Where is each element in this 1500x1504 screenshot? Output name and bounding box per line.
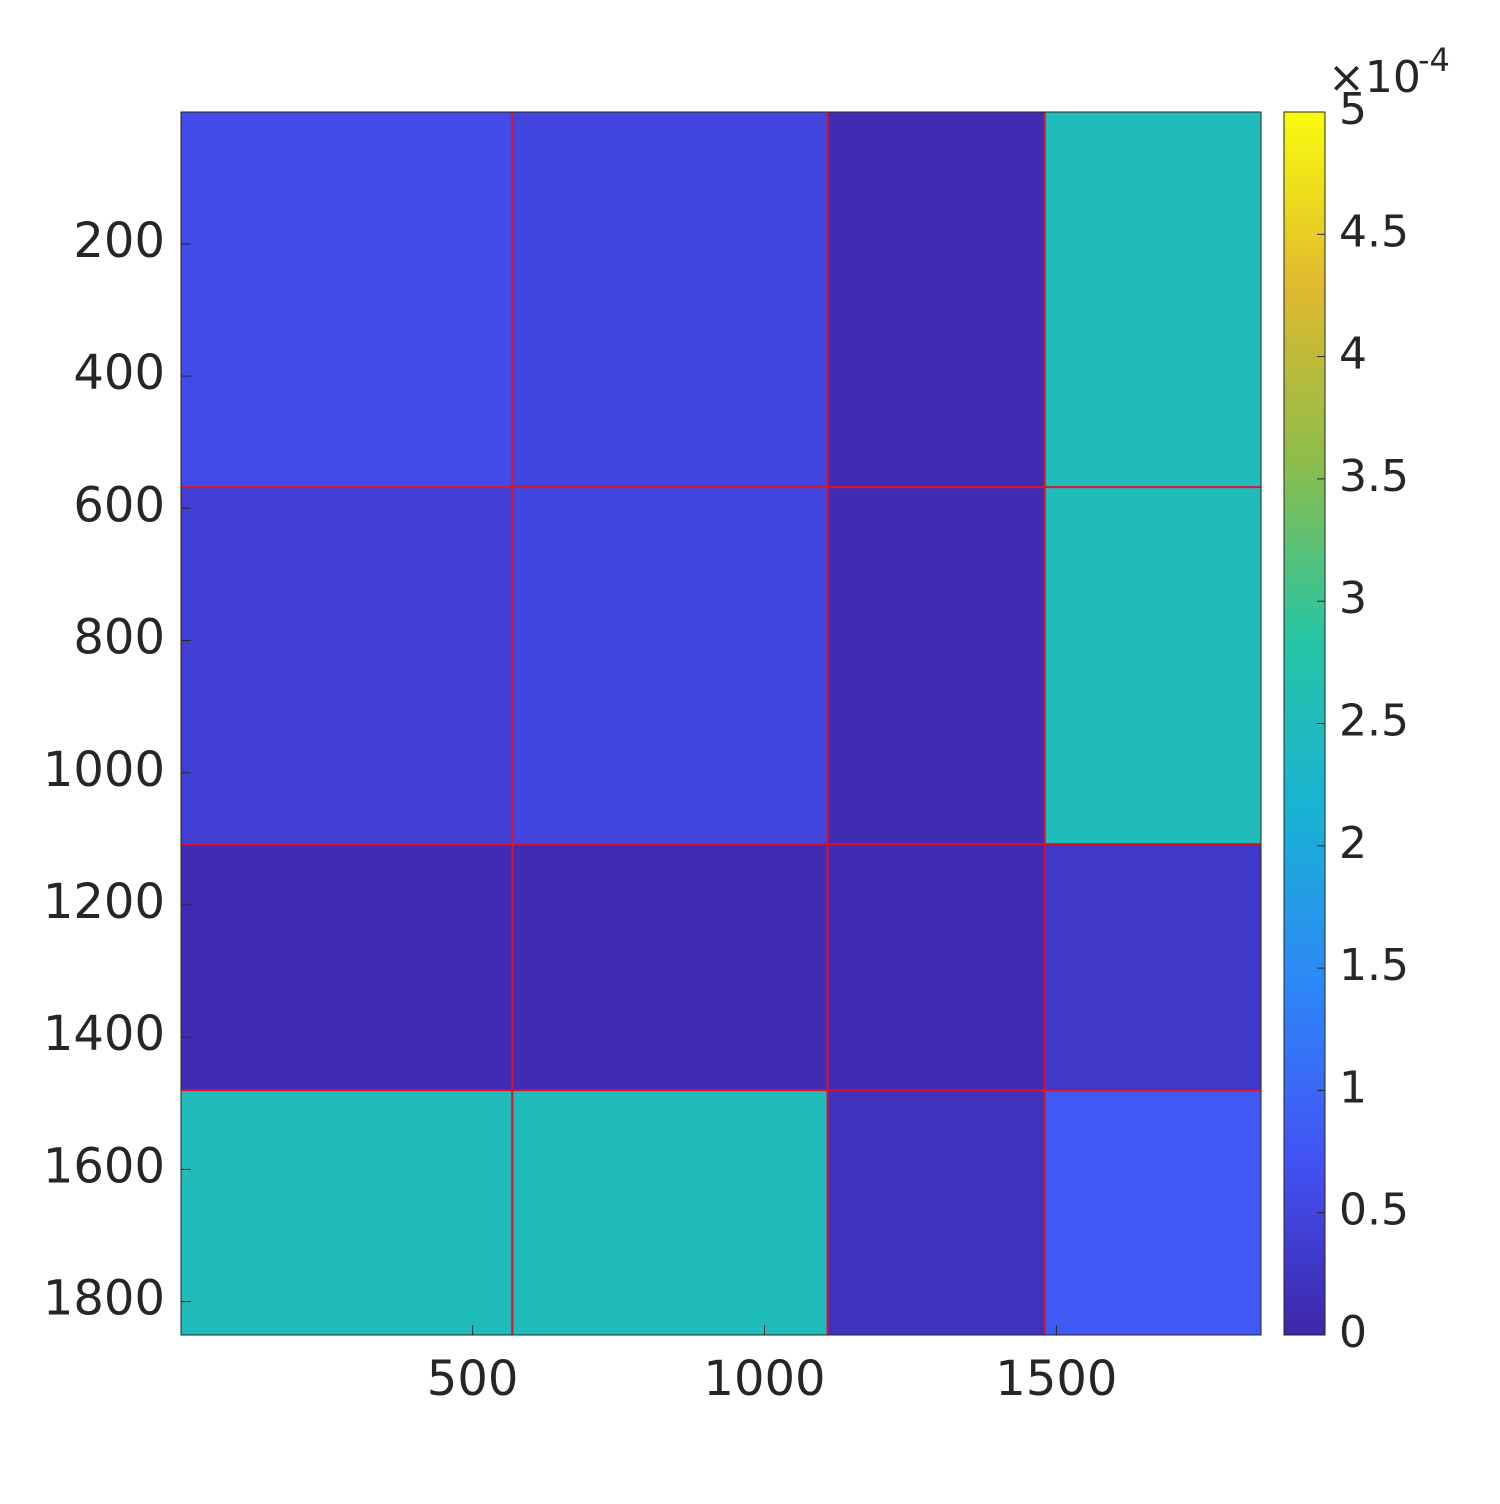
colorbar-tick-label: 4.5 <box>1339 206 1409 257</box>
heatmap-cell <box>512 487 828 845</box>
heatmap-cell <box>1044 487 1261 845</box>
heatmap-cell <box>512 1090 828 1335</box>
colorbar-multiplier: ×10 <box>1328 52 1421 103</box>
colorbar-tick-label: 3.5 <box>1339 451 1409 502</box>
heatmap-cell <box>827 112 1045 488</box>
x-tick-label: 1000 <box>703 1351 825 1407</box>
heatmap-cell <box>1044 844 1261 1091</box>
y-tick-label: 1200 <box>43 874 165 930</box>
colorbar-tick-label: 4 <box>1339 329 1367 380</box>
heatmap-cell <box>181 844 513 1091</box>
y-tick-label: 1000 <box>43 742 165 798</box>
x-tick-label: 1500 <box>995 1351 1117 1407</box>
colorbar-tick-label: 2 <box>1339 818 1367 869</box>
y-tick-label: 800 <box>73 610 165 666</box>
y-tick-label: 200 <box>73 213 165 269</box>
heatmap-cell <box>1044 112 1261 488</box>
y-tick-label: 1800 <box>43 1271 165 1327</box>
colorbar-tick-label: 1 <box>1339 1062 1367 1113</box>
colorbar-tick-label: 0.5 <box>1339 1185 1409 1236</box>
heatmap-cell <box>827 487 1045 845</box>
y-tick-label: 600 <box>73 477 165 533</box>
heatmap-cell <box>181 487 513 845</box>
colorbar-tick-label: 5 <box>1339 84 1367 135</box>
heatmap-cell <box>512 844 828 1091</box>
colorbar-tick-label: 1.5 <box>1339 940 1409 991</box>
y-tick-label: 1400 <box>43 1006 165 1062</box>
colorbar-tick-label: 3 <box>1339 573 1367 624</box>
colorbar-exponent: -4 <box>1418 41 1450 79</box>
heatmap-cell <box>181 1090 513 1335</box>
heatmap-cell <box>827 1090 1045 1335</box>
axes-frame <box>180 111 1262 1336</box>
heatmap-cell <box>512 112 828 488</box>
heatmap-cell <box>1044 1090 1261 1335</box>
heatmap-cell <box>181 112 513 488</box>
y-tick-label: 400 <box>73 345 165 401</box>
heatmap-cell <box>827 844 1045 1091</box>
x-tick-label: 500 <box>427 1351 519 1407</box>
colorbar-tick-label: 2.5 <box>1339 696 1409 747</box>
y-tick-label: 1600 <box>43 1138 165 1194</box>
colorbar-tick-label: 0 <box>1339 1307 1367 1358</box>
